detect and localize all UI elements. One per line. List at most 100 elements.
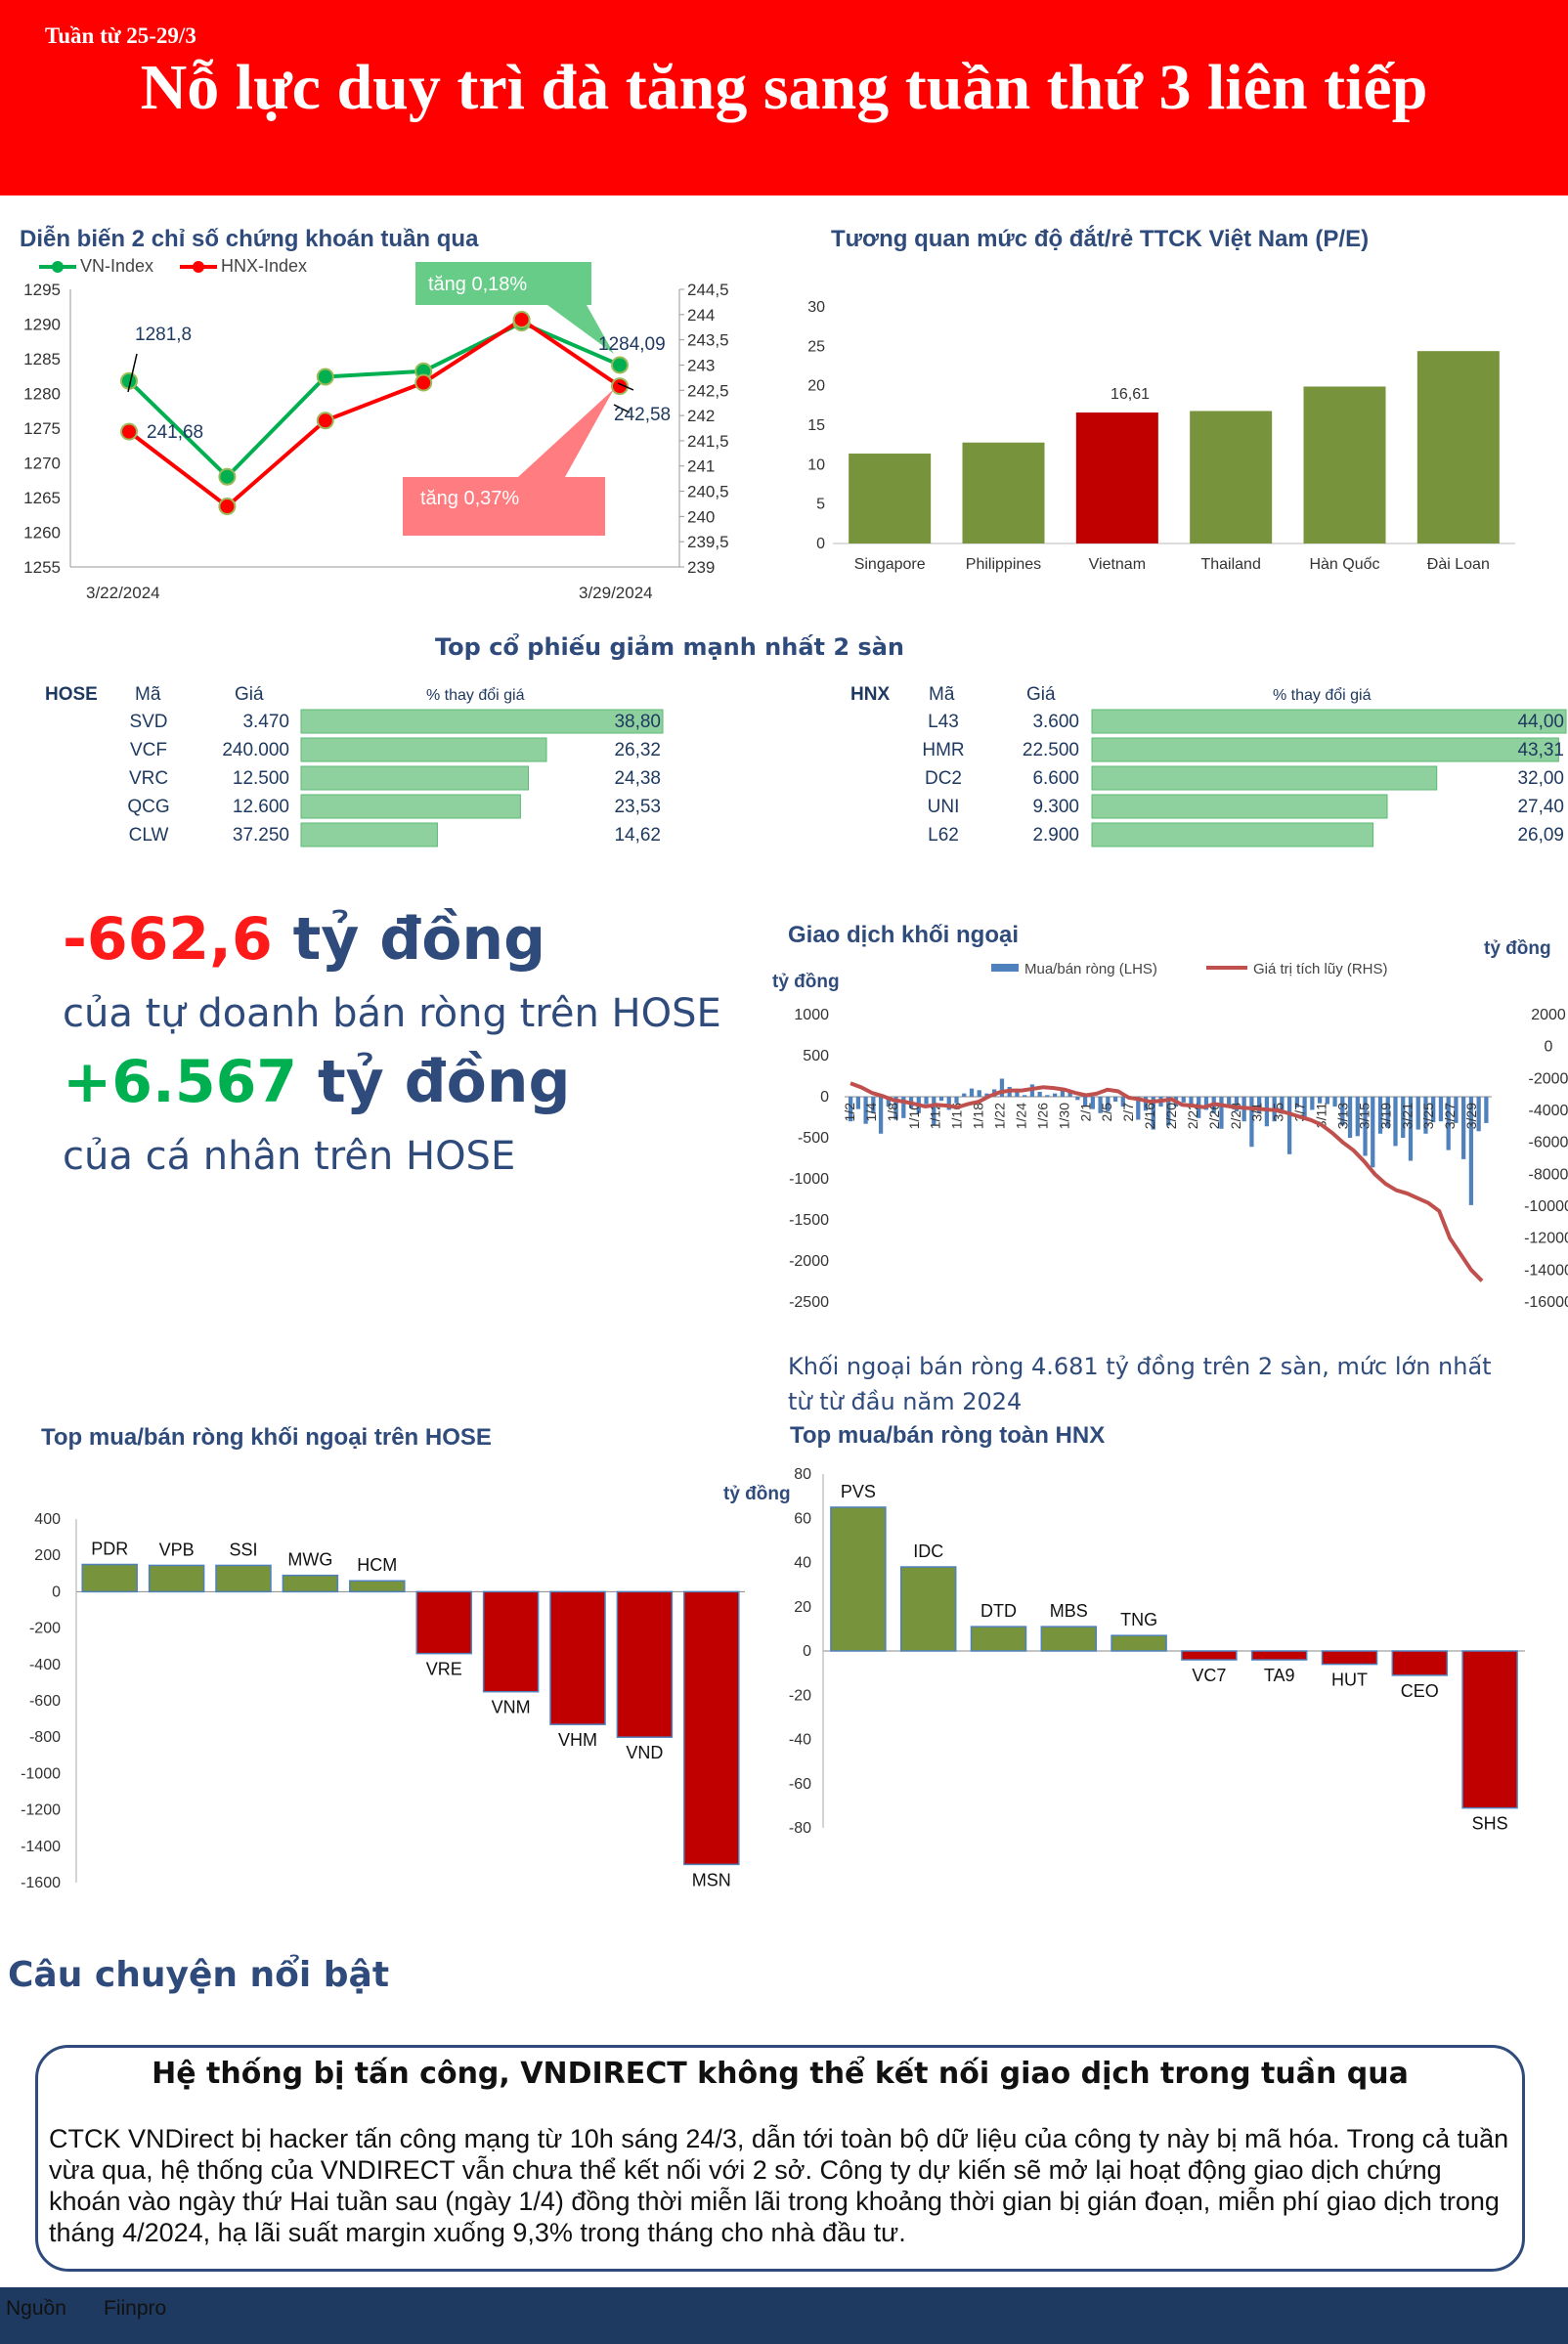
loser-code: L62 [928,825,959,846]
loser-bar [1091,737,1559,762]
foreign-y-left-tick: -500 [798,1130,829,1147]
index-y-left-tick: 1275 [23,419,61,438]
top-foreign-bar [1391,1650,1449,1676]
header-banner [0,0,1568,195]
loser-change: 43,31 [1517,740,1564,760]
foreign-x-tick: 2/1 [1077,1103,1093,1122]
foreign-y-right-tick: -12000 [1524,1231,1568,1247]
foreign-net-bar [1317,1097,1323,1104]
loser-bar [300,737,547,762]
top-foreign-label: TNG [1120,1610,1157,1629]
foreign-net-bar [1060,1089,1066,1097]
loser-bar [1091,709,1567,734]
foreign-x-tick: 2/22 [1185,1103,1200,1129]
top-foreign-label: VND [626,1743,663,1762]
foreign-x-tick: 2/7 [1120,1103,1136,1122]
loser-price: 9.300 [1032,797,1079,817]
top-bar-y-tick: 400 [34,1511,61,1528]
foreign-y-right-tick: -10000 [1524,1198,1568,1215]
foreign-note: Khối ngoại bán ròng 4.681 tỷ đồng trên 2… [788,1353,1492,1415]
foreign-net-bar [1015,1089,1020,1097]
foreign-net-bar [1189,1097,1194,1107]
top-foreign-label: VRE [426,1660,462,1679]
pe-bar [1190,411,1273,543]
story-title: Hệ thống bị tấn công, VNDIRECT không thể… [152,2057,1409,2091]
top-foreign-bar [830,1506,887,1652]
foreign-x-tick: 2/26 [1206,1103,1222,1129]
foreign-y-left-tick: 1000 [794,1007,829,1023]
loser-change: 32,00 [1517,768,1564,789]
foreign-net-bar [1377,1097,1383,1134]
top-bar-y-tick: 80 [794,1466,811,1483]
foreign-x-tick: 1/24 [1013,1103,1028,1129]
foreign-chart-title: Giao dịch khối ngoại [788,922,1019,948]
pe-bars: 0 5 10 15 20 25 30 Singapore Philippines Vietnam T… [807,299,1515,573]
foreign-net-bar [901,1097,906,1118]
top-foreign-label: MBS [1050,1601,1088,1621]
pe-chart-title: Tương quan mức độ đắt/rẻ TTCK Việt Nam (… [831,225,1369,252]
foreign-y-right-tick: -6000 [1529,1135,1568,1151]
foreign-net-bar [1090,1097,1095,1109]
index-y-left-tick: 1265 [23,489,61,507]
loser-price: 22.500 [1023,740,1079,760]
foreign-flow-chart: Giao dịch khối ngoại tỷ đồng tỷ đồng Mua… [772,922,1568,1311]
hose-foreign-chart: Top mua/bán ròng khối ngoại trên HOSE -1… [21,1424,745,1891]
index-y-left-tick: 1295 [23,281,61,299]
hose-exchange-label: HOSE [45,684,98,705]
foreign-y-right-tick: 2000 [1531,1007,1566,1023]
pe-y-tick: 15 [807,417,825,434]
hnx-index-point [218,498,237,516]
hnx-legend-marker [193,261,204,273]
vn-index-point [218,467,237,486]
foreign-net-bar [1106,1097,1111,1112]
foreign-net-bar [1454,1097,1459,1123]
individual-line: +6.567 tỷ đồng [63,1048,570,1116]
loser-bar [300,709,664,734]
footer-bar [0,2287,1568,2344]
loser-bar [300,822,438,847]
callout-up-box [415,262,591,305]
individual-text: của cá nhân trên HOSE [63,1134,516,1179]
foreign-cumulative-line [849,1081,1484,1282]
index-y-left-tick: 1280 [23,385,61,404]
loser-price: 12.500 [233,768,289,789]
loser-bar [1091,765,1438,791]
hnx-legend-label: HNX-Index [221,256,307,276]
top-bar-y-tick: -1400 [21,1839,61,1855]
top-bar-y-tick: -800 [29,1729,61,1746]
pe-y-tick: 30 [807,299,825,316]
hnx-col-price: Giá [1026,684,1056,705]
foreign-net-bar [1151,1097,1155,1130]
foreign-x-tick: 2/20 [1163,1103,1179,1129]
top-foreign-label: CEO [1401,1681,1439,1701]
loser-change: 24,38 [614,768,661,789]
index-y-right-tick: 244,5 [687,281,729,299]
pe-category-label: Singapore [854,556,926,573]
foreign-x-tick: 1/22 [992,1103,1008,1129]
top-foreign-label: MWG [287,1550,332,1570]
foreign-y-right-tick: -2000 [1529,1070,1568,1087]
foreign-x-tick: 3/13 [1334,1103,1350,1129]
pe-category-label: Đài Loan [1427,556,1490,573]
foreign-legend-bar: Mua/bán ròng (LHS) [1024,961,1157,977]
hnx-losers: HNX Mã Giá % thay đổi giá L43 3.600 44,00 H… [850,684,1567,847]
foreign-net-bar [1120,1097,1125,1107]
top-bar-y-tick: -600 [29,1693,61,1710]
foreign-net-bar [849,1097,853,1122]
top-foreign-label: VNM [492,1698,531,1717]
top-bar-y-tick: -200 [29,1621,61,1637]
index-y-right-tick: 243,5 [687,331,729,350]
foreign-x-tick: 1/16 [949,1103,965,1129]
pe-bar [1303,386,1386,543]
foreign-net-bar [1234,1097,1240,1112]
foreign-net-bar [1401,1097,1406,1138]
top-foreign-bar [81,1563,138,1593]
footer-source-label: Nguồn [6,2297,66,2320]
loser-code: VCF [130,740,167,760]
foreign-net-bar [1385,1097,1390,1128]
foreign-net-bar [1257,1097,1262,1113]
index-y-right-tick: 240,5 [687,483,729,501]
hose-foreign-bars: -1600 -1400 -1200 -1000 -800 -600 -400 -200 0 200… [21,1511,745,1891]
foreign-net-bar [1431,1097,1436,1123]
foreign-net-bar [1423,1097,1428,1134]
